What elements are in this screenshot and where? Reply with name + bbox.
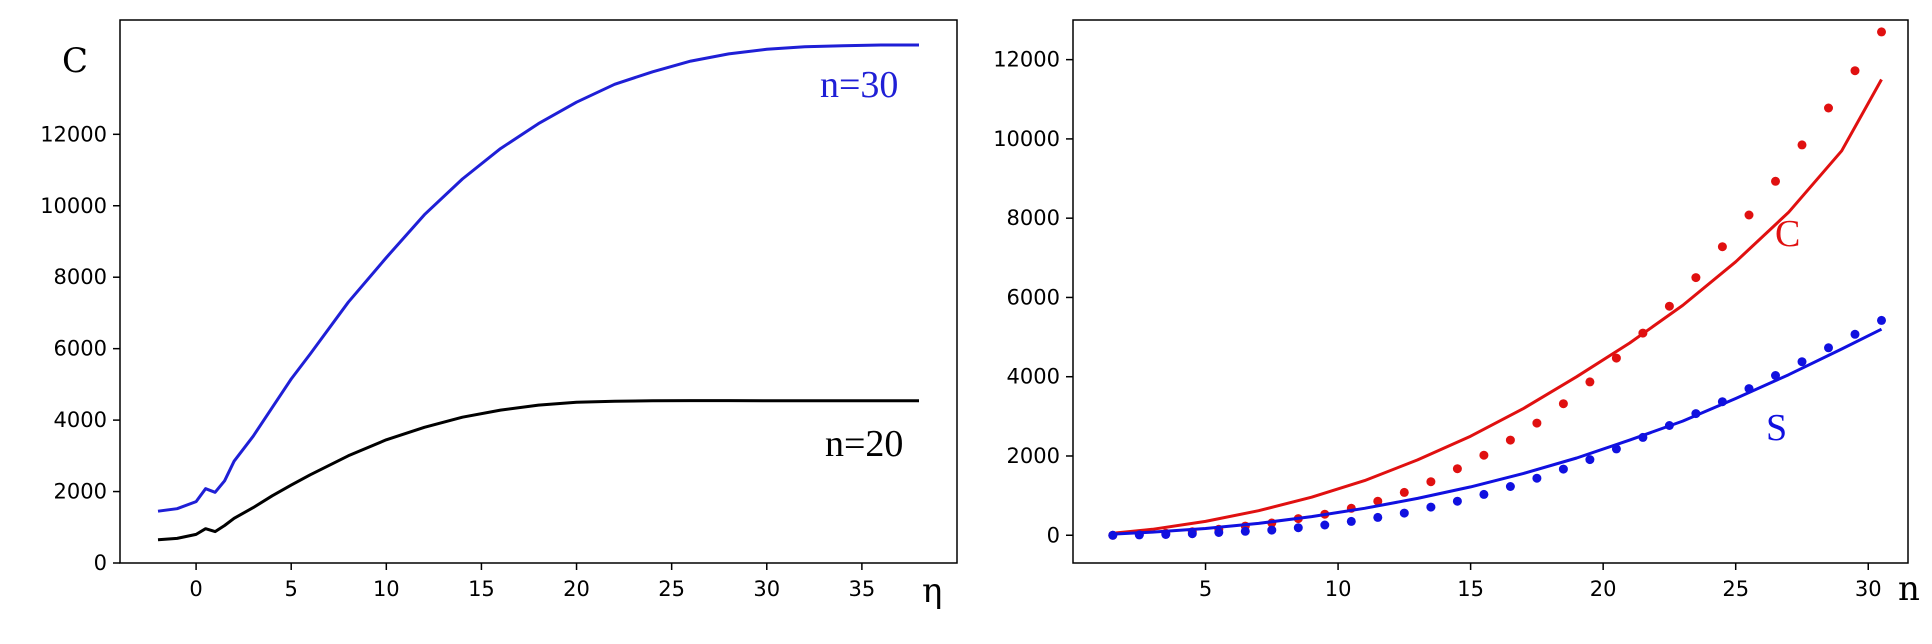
data-point-s bbox=[1373, 512, 1383, 522]
right-x-tick-label: 30 bbox=[1855, 577, 1882, 601]
data-point-c bbox=[1532, 418, 1542, 428]
panel-left-chart: 0 5 10 15 20 25 30 35 0 2000 4000 6000 8000 10000 1200… bbox=[40, 19, 958, 611]
data-point-s bbox=[1161, 530, 1171, 539]
data-point-s bbox=[1240, 526, 1250, 536]
left-y-tick-label: 4000 bbox=[54, 408, 107, 432]
data-point-s bbox=[1558, 464, 1568, 474]
data-point-s bbox=[1611, 444, 1621, 454]
data-point-c bbox=[1505, 435, 1515, 445]
data-point-s bbox=[1797, 357, 1807, 367]
data-point-c bbox=[1771, 176, 1780, 186]
data-point-c bbox=[1399, 487, 1409, 497]
right-x-tick-label: 25 bbox=[1722, 577, 1749, 601]
data-point-s bbox=[1505, 482, 1515, 491]
data-point-s bbox=[1877, 315, 1886, 325]
series-line-n20 bbox=[157, 399, 919, 542]
data-point-s bbox=[1346, 516, 1356, 526]
right-y-tick-label: 10000 bbox=[993, 127, 1060, 151]
right-y-tick-label: 12000 bbox=[993, 48, 1060, 72]
data-point-s bbox=[1320, 520, 1330, 530]
left-x-tick-label: 25 bbox=[658, 577, 685, 601]
left-y-axis-title: C bbox=[62, 41, 88, 81]
data-point-s bbox=[1399, 508, 1409, 518]
data-point-s bbox=[1452, 496, 1462, 506]
data-point-c bbox=[1479, 450, 1489, 460]
data-point-c bbox=[1611, 353, 1621, 363]
right-y-tick-label: 8000 bbox=[1007, 206, 1060, 230]
data-point-c bbox=[1691, 273, 1701, 283]
left-x-tick-label: 10 bbox=[373, 577, 400, 601]
fit-line-c bbox=[1112, 78, 1883, 535]
data-point-s bbox=[1691, 409, 1701, 419]
data-point-s bbox=[1479, 489, 1489, 499]
right-x-axis-title: n bbox=[1898, 569, 1920, 609]
panel-right-chart: 5 10 15 20 25 30 0 2000 4000 6000 8000 10000 12000 n… bbox=[993, 19, 1920, 609]
left-y-tick-label: 2000 bbox=[54, 480, 107, 504]
data-point-s bbox=[1267, 525, 1277, 535]
series-label-S: S bbox=[1766, 407, 1787, 449]
data-point-c bbox=[1824, 103, 1833, 113]
right-plot-frame bbox=[1072, 19, 1909, 564]
left-x-tick-label: 5 bbox=[285, 577, 298, 601]
left-x-tick-label: 30 bbox=[753, 577, 780, 601]
data-point-s bbox=[1850, 329, 1860, 339]
data-point-s bbox=[1532, 473, 1542, 483]
right-x-tick-label: 10 bbox=[1325, 577, 1352, 601]
right-y-tick-label: 2000 bbox=[1007, 444, 1060, 468]
left-y-tick-label: 6000 bbox=[54, 337, 107, 361]
right-series-group bbox=[1108, 27, 1886, 540]
data-point-c bbox=[1744, 210, 1754, 220]
series-label-n20: n=20 bbox=[825, 423, 903, 465]
left-x-axis-title: η bbox=[922, 571, 942, 611]
data-point-s bbox=[1426, 502, 1436, 512]
data-point-s bbox=[1214, 528, 1224, 537]
data-point-s bbox=[1638, 432, 1648, 442]
left-plot-frame bbox=[119, 19, 958, 564]
data-point-c bbox=[1717, 242, 1727, 252]
left-x-tick-label: 15 bbox=[468, 577, 495, 601]
data-point-c bbox=[1877, 27, 1886, 37]
left-x-tick-label: 20 bbox=[563, 577, 590, 601]
data-point-c bbox=[1638, 328, 1648, 338]
left-y-tick-label: 12000 bbox=[40, 122, 107, 146]
data-point-c bbox=[1664, 301, 1674, 311]
right-axis-ticks: 5 10 15 20 25 30 0 2000 4000 6000 8000 10000 12000 bbox=[993, 48, 1881, 601]
data-point-c bbox=[1850, 66, 1860, 76]
left-x-tick-label: 0 bbox=[189, 577, 202, 601]
left-series-lines bbox=[157, 43, 919, 542]
data-point-c bbox=[1426, 477, 1436, 487]
data-point-s bbox=[1134, 530, 1144, 540]
data-point-c bbox=[1585, 377, 1595, 387]
data-point-c bbox=[1452, 464, 1462, 474]
data-point-s bbox=[1744, 384, 1754, 394]
left-x-tick-label: 35 bbox=[849, 577, 876, 601]
left-y-tick-label: 0 bbox=[94, 551, 107, 575]
series-line-n30 bbox=[157, 43, 919, 513]
data-point-c bbox=[1558, 399, 1568, 409]
data-point-s bbox=[1108, 530, 1118, 540]
right-x-tick-label: 5 bbox=[1199, 577, 1212, 601]
data-point-s bbox=[1824, 343, 1833, 353]
right-y-tick-label: 0 bbox=[1047, 523, 1060, 547]
data-point-s bbox=[1585, 455, 1595, 465]
series-label-n30: n=30 bbox=[820, 64, 898, 106]
left-y-tick-label: 8000 bbox=[54, 265, 107, 289]
right-x-tick-label: 20 bbox=[1590, 577, 1617, 601]
data-point-s bbox=[1293, 523, 1303, 533]
data-point-c bbox=[1797, 140, 1807, 150]
data-point-s bbox=[1187, 529, 1197, 539]
right-y-tick-label: 6000 bbox=[1007, 285, 1060, 309]
data-point-s bbox=[1664, 421, 1674, 430]
left-y-tick-label: 10000 bbox=[40, 194, 107, 218]
data-point-s bbox=[1717, 397, 1727, 407]
series-label-C: C bbox=[1775, 213, 1800, 255]
right-y-tick-label: 4000 bbox=[1007, 365, 1060, 389]
left-axis-ticks: 0 5 10 15 20 25 30 35 0 2000 4000 6000 8000 10000 1200… bbox=[40, 122, 875, 601]
data-point-c bbox=[1373, 496, 1383, 506]
fit-line-s bbox=[1112, 327, 1883, 536]
right-x-tick-label: 15 bbox=[1457, 577, 1484, 601]
data-point-s bbox=[1771, 371, 1780, 380]
